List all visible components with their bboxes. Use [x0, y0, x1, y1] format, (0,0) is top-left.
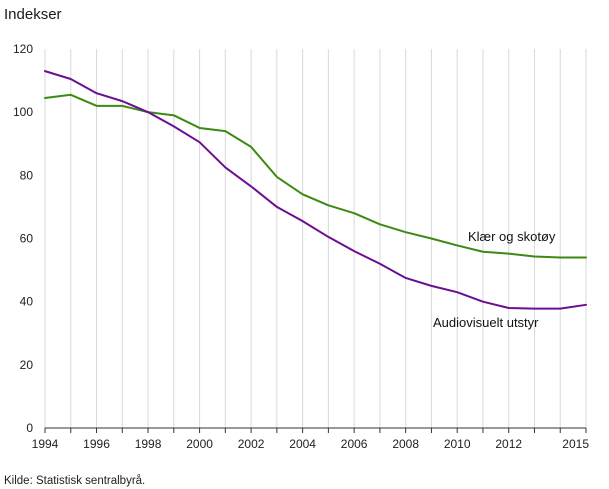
label-layer: Klær og skotøy Audiovisuelt utstyr [433, 229, 556, 330]
x-tick-label: 2004 [289, 437, 316, 451]
x-tick-label: 1998 [135, 437, 162, 451]
x-tick-label: 2008 [392, 437, 419, 451]
x-tick-label: 2010 [444, 437, 471, 451]
x-tick-label: 2015 [562, 437, 589, 451]
y-tick-label: 100 [13, 105, 33, 119]
x-tick-label: 1996 [83, 437, 110, 451]
series-layer [44, 70, 587, 310]
axis-layer: 0 20 40 60 80 100 120 1994 1996 1998 2000 2002 2004 2… [13, 42, 589, 451]
series-label-audiovisuelt-utstyr: Audiovisuelt utstyr [433, 315, 539, 330]
source-note: Kilde: Statistisk sentralbyrå. [4, 475, 146, 487]
x-tick-label: 2012 [495, 437, 522, 451]
chart-title: Indekser [4, 6, 62, 23]
series-label-klaer-og-skotoy: Klær og skotøy [468, 229, 556, 244]
grid-layer [44, 49, 587, 428]
y-tick-label: 0 [26, 421, 33, 435]
x-tick-label: 2000 [186, 437, 213, 451]
series-line-klaer-og-skotoy [44, 93, 587, 259]
y-tick-label: 120 [13, 42, 33, 56]
y-tick-label: 60 [20, 232, 34, 246]
x-tick-label: 1994 [32, 437, 59, 451]
y-tick-label: 20 [20, 358, 34, 372]
series-line-audiovisuelt-utstyr [44, 70, 587, 310]
x-tick-label: 2002 [238, 437, 265, 451]
y-tick-label: 80 [20, 168, 34, 182]
x-tick-label: 2006 [341, 437, 368, 451]
y-tick-label: 40 [20, 295, 34, 309]
